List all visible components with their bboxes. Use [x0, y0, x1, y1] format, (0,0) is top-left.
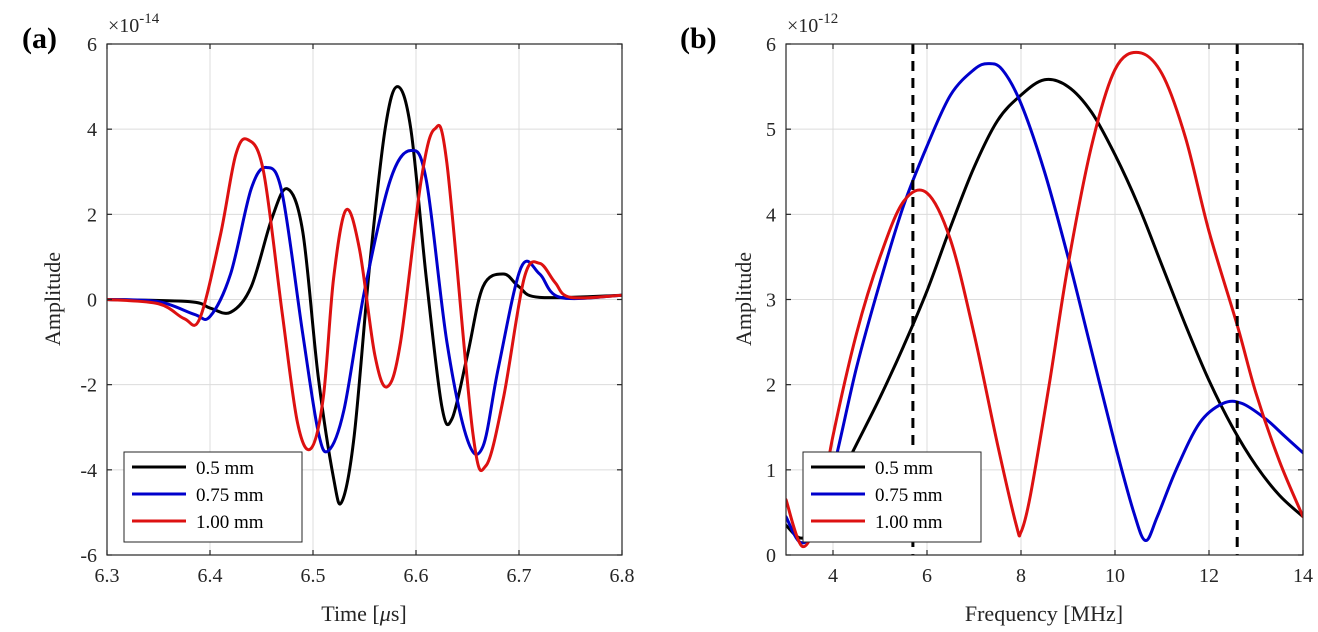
x-tick-label-b: 4: [828, 565, 838, 587]
legend-label-a-1: 0.75 mm: [196, 485, 264, 506]
series-line-b-2: [786, 50, 1303, 548]
y-tick-label-b: 2: [766, 375, 776, 397]
y-tick-label-b: 6: [766, 34, 776, 56]
series-line-b-0: [786, 77, 1303, 540]
x-axis-label-a: Time [μs]: [321, 601, 406, 626]
x-tick-label-a: 6.6: [404, 565, 429, 587]
y-tick-label-a: 2: [87, 204, 97, 226]
y-tick-label-a: -6: [80, 545, 97, 567]
x-tick-label-a: 6.5: [301, 565, 326, 587]
x-tick-label-a: 6.8: [610, 565, 635, 587]
legend-label-b-2: 1.00 mm: [875, 512, 943, 533]
series-line-a-1: [107, 148, 622, 456]
x-tick-label-b: 12: [1199, 565, 1219, 587]
y-tick-label-a: 6: [87, 34, 97, 56]
y-tick-label-b: 5: [766, 119, 776, 141]
legend-b: 0.5 mm 0.75 mm 1.00 mm: [802, 451, 982, 543]
y-tick-label-a: 0: [87, 290, 97, 312]
x-axis-label-b: Frequency [MHz]: [965, 601, 1123, 626]
exponent-label-a: ×10-14: [108, 11, 160, 37]
series-lines-a: [107, 85, 622, 506]
legend-label-a-2: 1.00 mm: [196, 512, 264, 533]
y-tick-label-a: -4: [80, 460, 97, 482]
legend-a: 0.5 mm 0.75 mm 1.00 mm: [123, 451, 303, 543]
y-tick-label-b: 1: [766, 460, 776, 482]
y-tick-label-b: 4: [766, 204, 776, 226]
x-tick-label-b: 14: [1293, 565, 1313, 587]
x-tick-label-a: 6.4: [198, 565, 223, 587]
y-axis-label-b: Amplitude: [731, 252, 756, 346]
legend-label-a-0: 0.5 mm: [196, 458, 254, 479]
series-line-a-2: [107, 124, 622, 472]
ticks-a: 6.3 6.4 6.5 6.6 6.7 6.8 -6 -4 -2 0 2 4 6: [80, 34, 634, 587]
y-tick-label-a: 4: [87, 119, 97, 141]
panel-label-a: (a): [22, 22, 57, 55]
y-tick-label-b: 0: [766, 545, 776, 567]
exponent-label-b: ×10-12: [787, 11, 838, 37]
series-line-b-1: [786, 62, 1303, 545]
x-tick-label-a: 6.7: [507, 565, 532, 587]
y-axis-label-a: Amplitude: [40, 252, 65, 346]
x-tick-label-b: 10: [1105, 565, 1125, 587]
y-tick-label-b: 3: [766, 290, 776, 312]
panel-label-b: (b): [680, 22, 717, 55]
y-tick-label-a: -2: [80, 375, 97, 397]
x-tick-label-b: 6: [922, 565, 932, 587]
legend-label-b-0: 0.5 mm: [875, 458, 933, 479]
legend-label-b-1: 0.75 mm: [875, 485, 943, 506]
x-tick-label-a: 6.3: [95, 565, 120, 587]
x-tick-label-b: 8: [1016, 565, 1026, 587]
